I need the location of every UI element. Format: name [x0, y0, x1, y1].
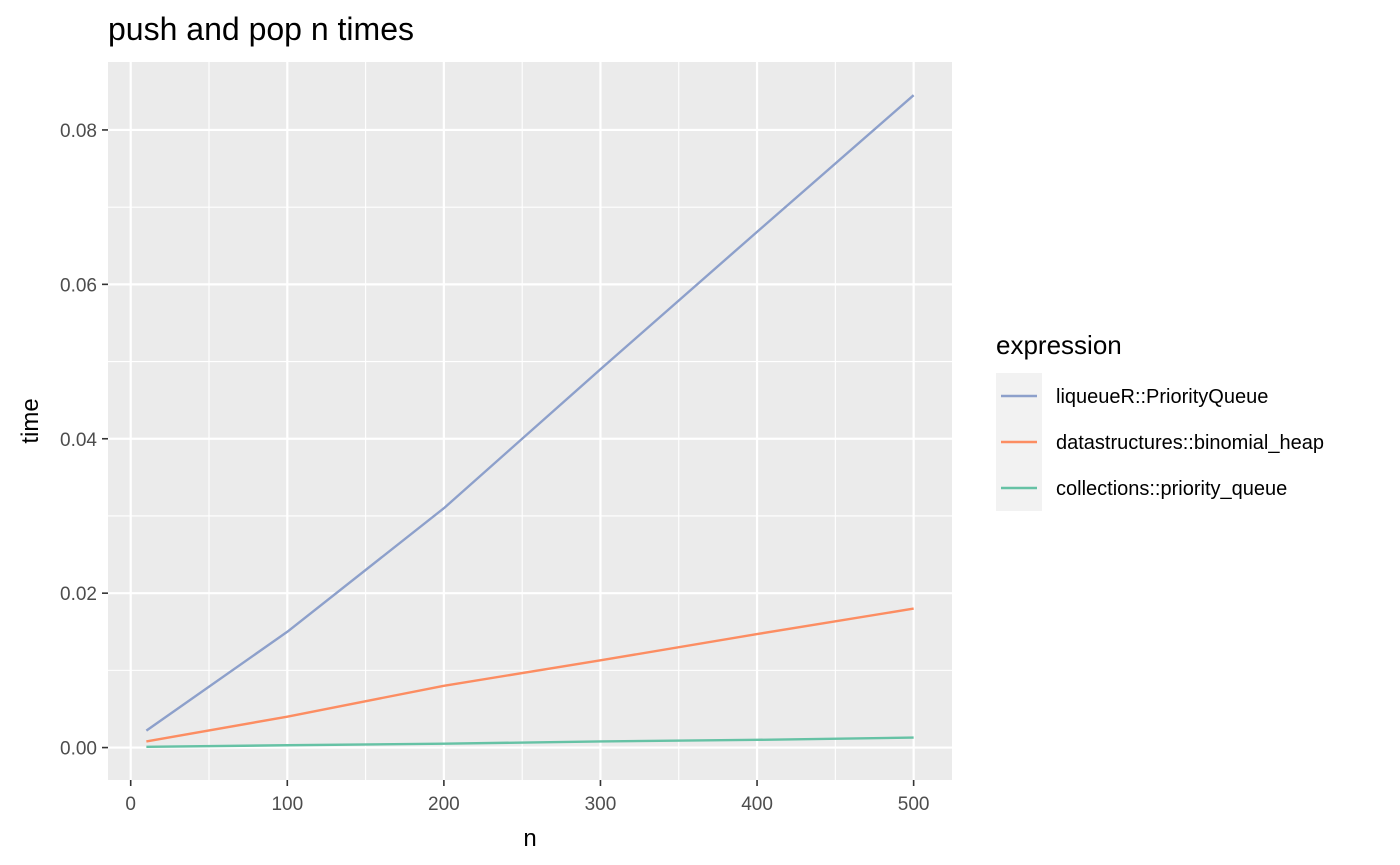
y-tick-label: 0.02 [60, 584, 97, 605]
x-tick-label: 200 [428, 794, 460, 815]
y-axis-title: time [17, 398, 44, 443]
series-line [146, 736, 914, 748]
legend: expression liqueueR::PriorityQueuedatast… [996, 330, 1324, 511]
legend-label: liqueueR::PriorityQueue [1056, 386, 1268, 408]
series-lines [145, 94, 915, 748]
axis-ticks [102, 129, 915, 786]
x-tick-label: 400 [741, 794, 773, 815]
series-line [146, 607, 914, 743]
legend-label: datastructures::binomial_heap [1056, 432, 1324, 454]
y-tick-label: 0.08 [60, 121, 97, 142]
x-tick-label: 0 [125, 794, 136, 815]
legend-label: collections::priority_queue [1056, 478, 1287, 500]
x-axis-title: n [523, 825, 536, 852]
chart-title: push and pop n times [108, 11, 414, 47]
plot-panel [108, 62, 952, 780]
minor-gridlines [108, 62, 952, 780]
major-gridlines [108, 62, 952, 780]
series-line [145, 94, 915, 732]
y-tick-label: 0.00 [60, 739, 97, 760]
y-tick-label: 0.04 [60, 430, 97, 451]
x-tick-label: 100 [271, 794, 303, 815]
y-tick-label: 0.06 [60, 275, 97, 296]
legend-items: liqueueR::PriorityQueuedatastructures::b… [1001, 386, 1324, 500]
x-axis-tick-labels: 0 100 200 300 400 500 [125, 794, 929, 815]
x-tick-label: 500 [898, 794, 930, 815]
y-axis-tick-labels: 0.00 0.02 0.04 0.06 0.08 [60, 121, 97, 760]
x-tick-label: 300 [585, 794, 617, 815]
legend-title: expression [996, 330, 1122, 360]
